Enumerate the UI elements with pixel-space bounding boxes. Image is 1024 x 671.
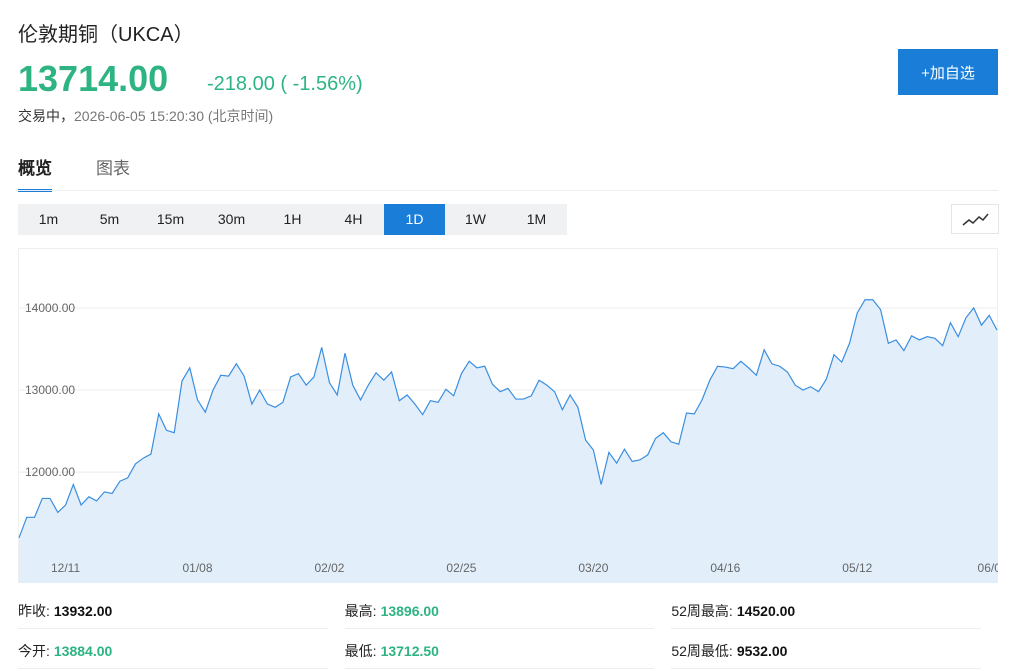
x-tick-label: 03/20 bbox=[578, 561, 608, 575]
price: 13714.00 bbox=[18, 58, 169, 99]
stat: 52周最低: 9532.00 bbox=[671, 640, 982, 669]
interval-bar: 1m 5m 15m 30m 1H 4H 1D 1W 1M bbox=[18, 204, 567, 235]
tab[interactable]: 图表 bbox=[96, 159, 130, 178]
chart: 11000.0012000.0013000.0014000.0012/1101/… bbox=[18, 248, 998, 583]
stat-label: 最低: bbox=[344, 643, 377, 659]
stat-value: 13896.00 bbox=[380, 603, 439, 619]
x-tick-label: 12/11 bbox=[51, 561, 80, 575]
interval[interactable]: 5m bbox=[99, 211, 120, 227]
interval[interactable]: 4H bbox=[344, 211, 363, 227]
x-tick-label: 02/25 bbox=[446, 561, 476, 575]
interval[interactable]: 1M bbox=[526, 211, 547, 227]
stat-label: 昨收: bbox=[18, 603, 50, 619]
area bbox=[19, 299, 997, 583]
separator bbox=[18, 190, 998, 191]
x-tick-label: 04/16 bbox=[710, 561, 740, 575]
time: 2026-06-05 15:20:30 (北京时间) bbox=[74, 108, 274, 124]
interval[interactable]: 30m bbox=[217, 211, 246, 227]
y-tick-label: 12000.00 bbox=[25, 465, 75, 479]
tab[interactable]: 概览 bbox=[18, 154, 52, 192]
stats-row: 昨收: 13932.00 最高: 13896.00 52周最高: 14520.00 bbox=[18, 600, 998, 629]
y-tick-label: 14000.00 bbox=[25, 301, 75, 315]
stats-row: 今开: 13884.00 最低: 13712.50 52周最低: 9532.00 bbox=[18, 640, 998, 669]
status: 交易中，2026-06-05 15:20:30 (北京时间) bbox=[18, 106, 273, 126]
title: 伦敦期铜（UKCA） bbox=[18, 24, 194, 46]
add-watchlist[interactable]: +加自选 bbox=[898, 49, 998, 95]
change: -218.00 ( -1.56%) bbox=[207, 73, 363, 95]
interval[interactable]: 1D bbox=[384, 204, 445, 235]
stat: 昨收: 13932.00 bbox=[18, 600, 328, 629]
line bbox=[18, 299, 998, 539]
chart-icon bbox=[962, 213, 989, 226]
stat: 今开: 13884.00 bbox=[18, 640, 328, 669]
y-tick-label: 13000.00 bbox=[25, 383, 75, 397]
stat-value: 13932.00 bbox=[53, 603, 113, 619]
interval[interactable]: 1W bbox=[465, 211, 486, 227]
stat: 52周最高: 14520.00 bbox=[671, 600, 982, 629]
stat-value: 13712.50 bbox=[380, 643, 439, 659]
stat-label: 今开: bbox=[18, 643, 50, 659]
stat: 最低: 13712.50 bbox=[344, 640, 655, 669]
interval[interactable]: 15m bbox=[156, 211, 185, 227]
tabs: 概览 图表 bbox=[18, 154, 130, 192]
stat-label: 最高: bbox=[344, 603, 377, 619]
interval[interactable]: 1H bbox=[283, 211, 302, 227]
interval[interactable]: 1m bbox=[38, 211, 59, 227]
x-tick-label: 01/08 bbox=[183, 561, 213, 575]
stat-value: 14520.00 bbox=[736, 603, 796, 619]
chart-type-button[interactable] bbox=[951, 204, 999, 234]
stat-value: 13884.00 bbox=[53, 643, 113, 659]
x-tick-label: 05/12 bbox=[842, 561, 872, 575]
stat-value: 9532.00 bbox=[736, 643, 788, 659]
x-tick-label: 06/0 bbox=[978, 561, 998, 575]
stat-label: 52周最低: bbox=[671, 643, 733, 659]
x-tick-label: 02/02 bbox=[314, 561, 344, 575]
status-text: 交易中， bbox=[18, 108, 74, 124]
stat-label: 52周最高: bbox=[671, 603, 733, 619]
stat: 最高: 13896.00 bbox=[344, 600, 655, 629]
